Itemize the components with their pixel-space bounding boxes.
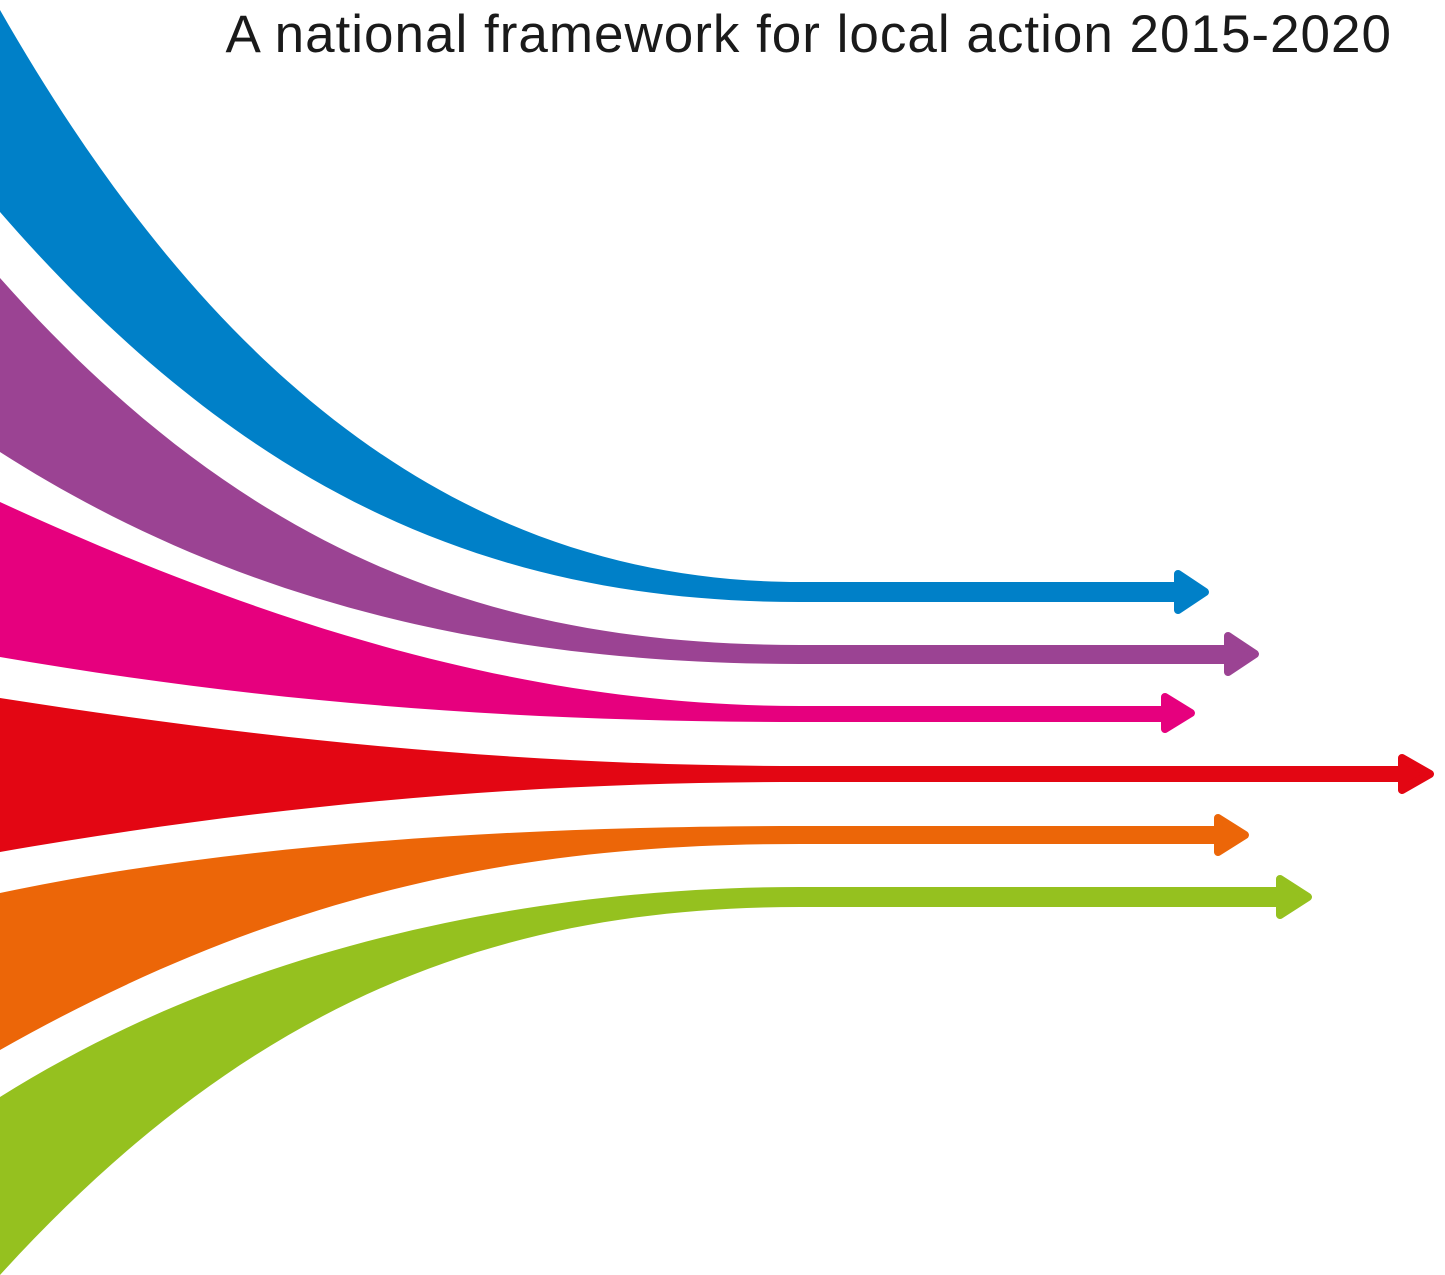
magenta-arrow xyxy=(0,502,1195,733)
orange-arrow xyxy=(0,814,1249,1050)
title: A national framework for local action 20… xyxy=(225,5,1392,64)
purple-arrow xyxy=(0,278,1259,676)
red-arrow xyxy=(0,698,1434,852)
blue-arrow xyxy=(0,10,1209,614)
green-arrow xyxy=(0,875,1312,1275)
